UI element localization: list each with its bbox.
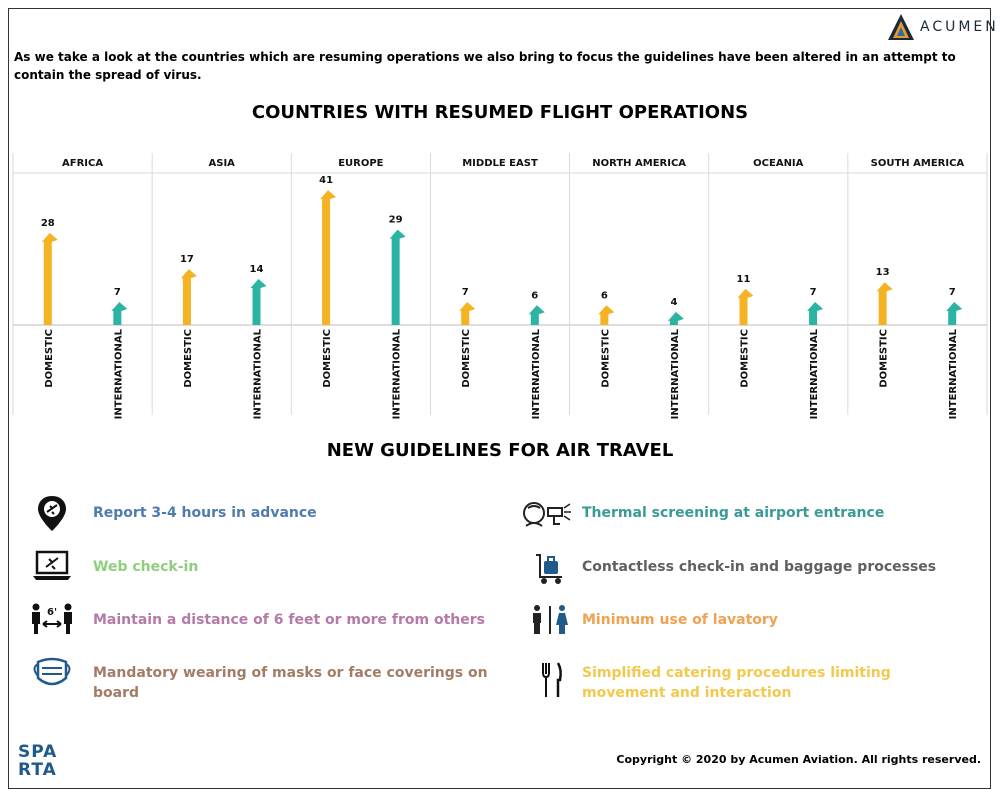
international-arrow xyxy=(807,301,824,325)
value-label: 7 xyxy=(462,287,469,298)
lavatory-icon xyxy=(533,605,568,634)
domestic-arrow xyxy=(459,301,476,325)
acumen-logo: ACUMEN xyxy=(886,12,999,42)
flight-type-label: DOMESTIC xyxy=(740,329,751,388)
domestic-arrow xyxy=(598,305,615,325)
flight-type-label: INTERNATIONAL xyxy=(809,328,820,419)
guideline-web-checkin: Web check-in xyxy=(93,559,199,575)
flight-type-label: INTERNATIONAL xyxy=(948,328,959,419)
value-label: 4 xyxy=(670,297,677,308)
value-label: 11 xyxy=(737,274,751,285)
guidelines-title: NEW GUIDELINES FOR AIR TRAVEL xyxy=(326,440,674,461)
flight-type-label: DOMESTIC xyxy=(461,329,472,388)
fork-knife-icon xyxy=(542,662,562,697)
international-arrow xyxy=(946,301,963,325)
flight-type-label: INTERNATIONAL xyxy=(253,328,264,419)
dashboard-frame xyxy=(8,8,991,789)
social-distance-icon: 6' xyxy=(32,603,72,634)
domestic-arrow xyxy=(180,269,197,325)
flight-type-label: DOMESTIC xyxy=(183,329,194,388)
international-arrow xyxy=(389,229,406,325)
value-label: 14 xyxy=(250,264,264,275)
intro-text: As we take a look at the countries which… xyxy=(14,50,956,82)
value-label: 41 xyxy=(319,175,333,186)
region-label: MIDDLE EAST xyxy=(462,158,538,169)
region-label: OCEANIA xyxy=(753,158,804,169)
flight-type-label: INTERNATIONAL xyxy=(531,328,542,419)
value-label: 13 xyxy=(876,267,890,278)
baggage-trolley-icon xyxy=(536,554,562,584)
international-arrow xyxy=(250,278,267,325)
international-arrow xyxy=(111,301,128,325)
social-distance-label: 6' xyxy=(47,607,57,618)
acumen-logo-icon xyxy=(888,14,914,40)
sparta-logo-line2: RTA xyxy=(18,760,57,780)
domestic-arrow xyxy=(41,232,58,325)
international-arrow xyxy=(528,305,545,325)
flight-type-label: INTERNATIONAL xyxy=(392,328,403,419)
copyright-text: Copyright © 2020 by Acumen Aviation. All… xyxy=(616,753,981,766)
region-label: NORTH AMERICA xyxy=(592,158,686,169)
value-label: 7 xyxy=(810,287,817,298)
flight-type-label: DOMESTIC xyxy=(600,329,611,388)
region-label: ASIA xyxy=(209,158,236,169)
flight-type-label: DOMESTIC xyxy=(879,329,890,388)
guideline-distance: Maintain a distance of 6 feet or more fr… xyxy=(93,612,485,628)
guideline-report-advance: Report 3-4 hours in advance xyxy=(93,505,317,521)
logo-text: ACUMEN xyxy=(920,19,999,35)
value-label: 28 xyxy=(41,218,55,229)
value-label: 17 xyxy=(180,254,194,265)
location-pin-plane-icon xyxy=(38,496,66,531)
face-mask-icon xyxy=(33,657,71,686)
region-label: SOUTH AMERICA xyxy=(871,158,965,169)
flight-operations-chart: AFRICA 28 DOMESTIC 7 INTERNATIONAL ASIA 17 DOME… xyxy=(12,153,988,419)
international-arrow xyxy=(667,311,684,325)
guideline-contactless: Contactless check-in and baggage process… xyxy=(582,559,937,575)
region-label: AFRICA xyxy=(62,158,103,169)
domestic-arrow xyxy=(320,190,337,325)
value-label: 7 xyxy=(949,287,956,298)
flight-type-label: INTERNATIONAL xyxy=(670,328,681,419)
value-label: 29 xyxy=(389,215,403,226)
value-label: 7 xyxy=(114,287,121,298)
domestic-arrow xyxy=(876,282,893,325)
guideline-masks: Mandatory wearing of masks or face cover… xyxy=(93,665,488,701)
sparta-logo-line1: SPA xyxy=(18,742,58,762)
laptop-plane-icon xyxy=(33,550,71,580)
thermal-scanner-icon xyxy=(523,502,571,527)
region-label: EUROPE xyxy=(338,158,383,169)
flight-type-label: DOMESTIC xyxy=(322,329,333,388)
flight-type-label: INTERNATIONAL xyxy=(113,328,124,419)
chart-title: COUNTRIES WITH RESUMED FLIGHT OPERATIONS xyxy=(251,102,749,123)
guideline-thermal-screening: Thermal screening at airport entrance xyxy=(582,505,885,521)
value-label: 6 xyxy=(531,290,538,301)
sparta-logo: SPA RTA xyxy=(18,743,68,779)
domestic-arrow xyxy=(737,288,754,325)
flight-type-label: DOMESTIC xyxy=(44,329,55,388)
guideline-lavatory: Minimum use of lavatory xyxy=(582,612,778,628)
guideline-catering: Simplified catering procedures limiting … xyxy=(582,665,891,701)
value-label: 6 xyxy=(601,290,608,301)
